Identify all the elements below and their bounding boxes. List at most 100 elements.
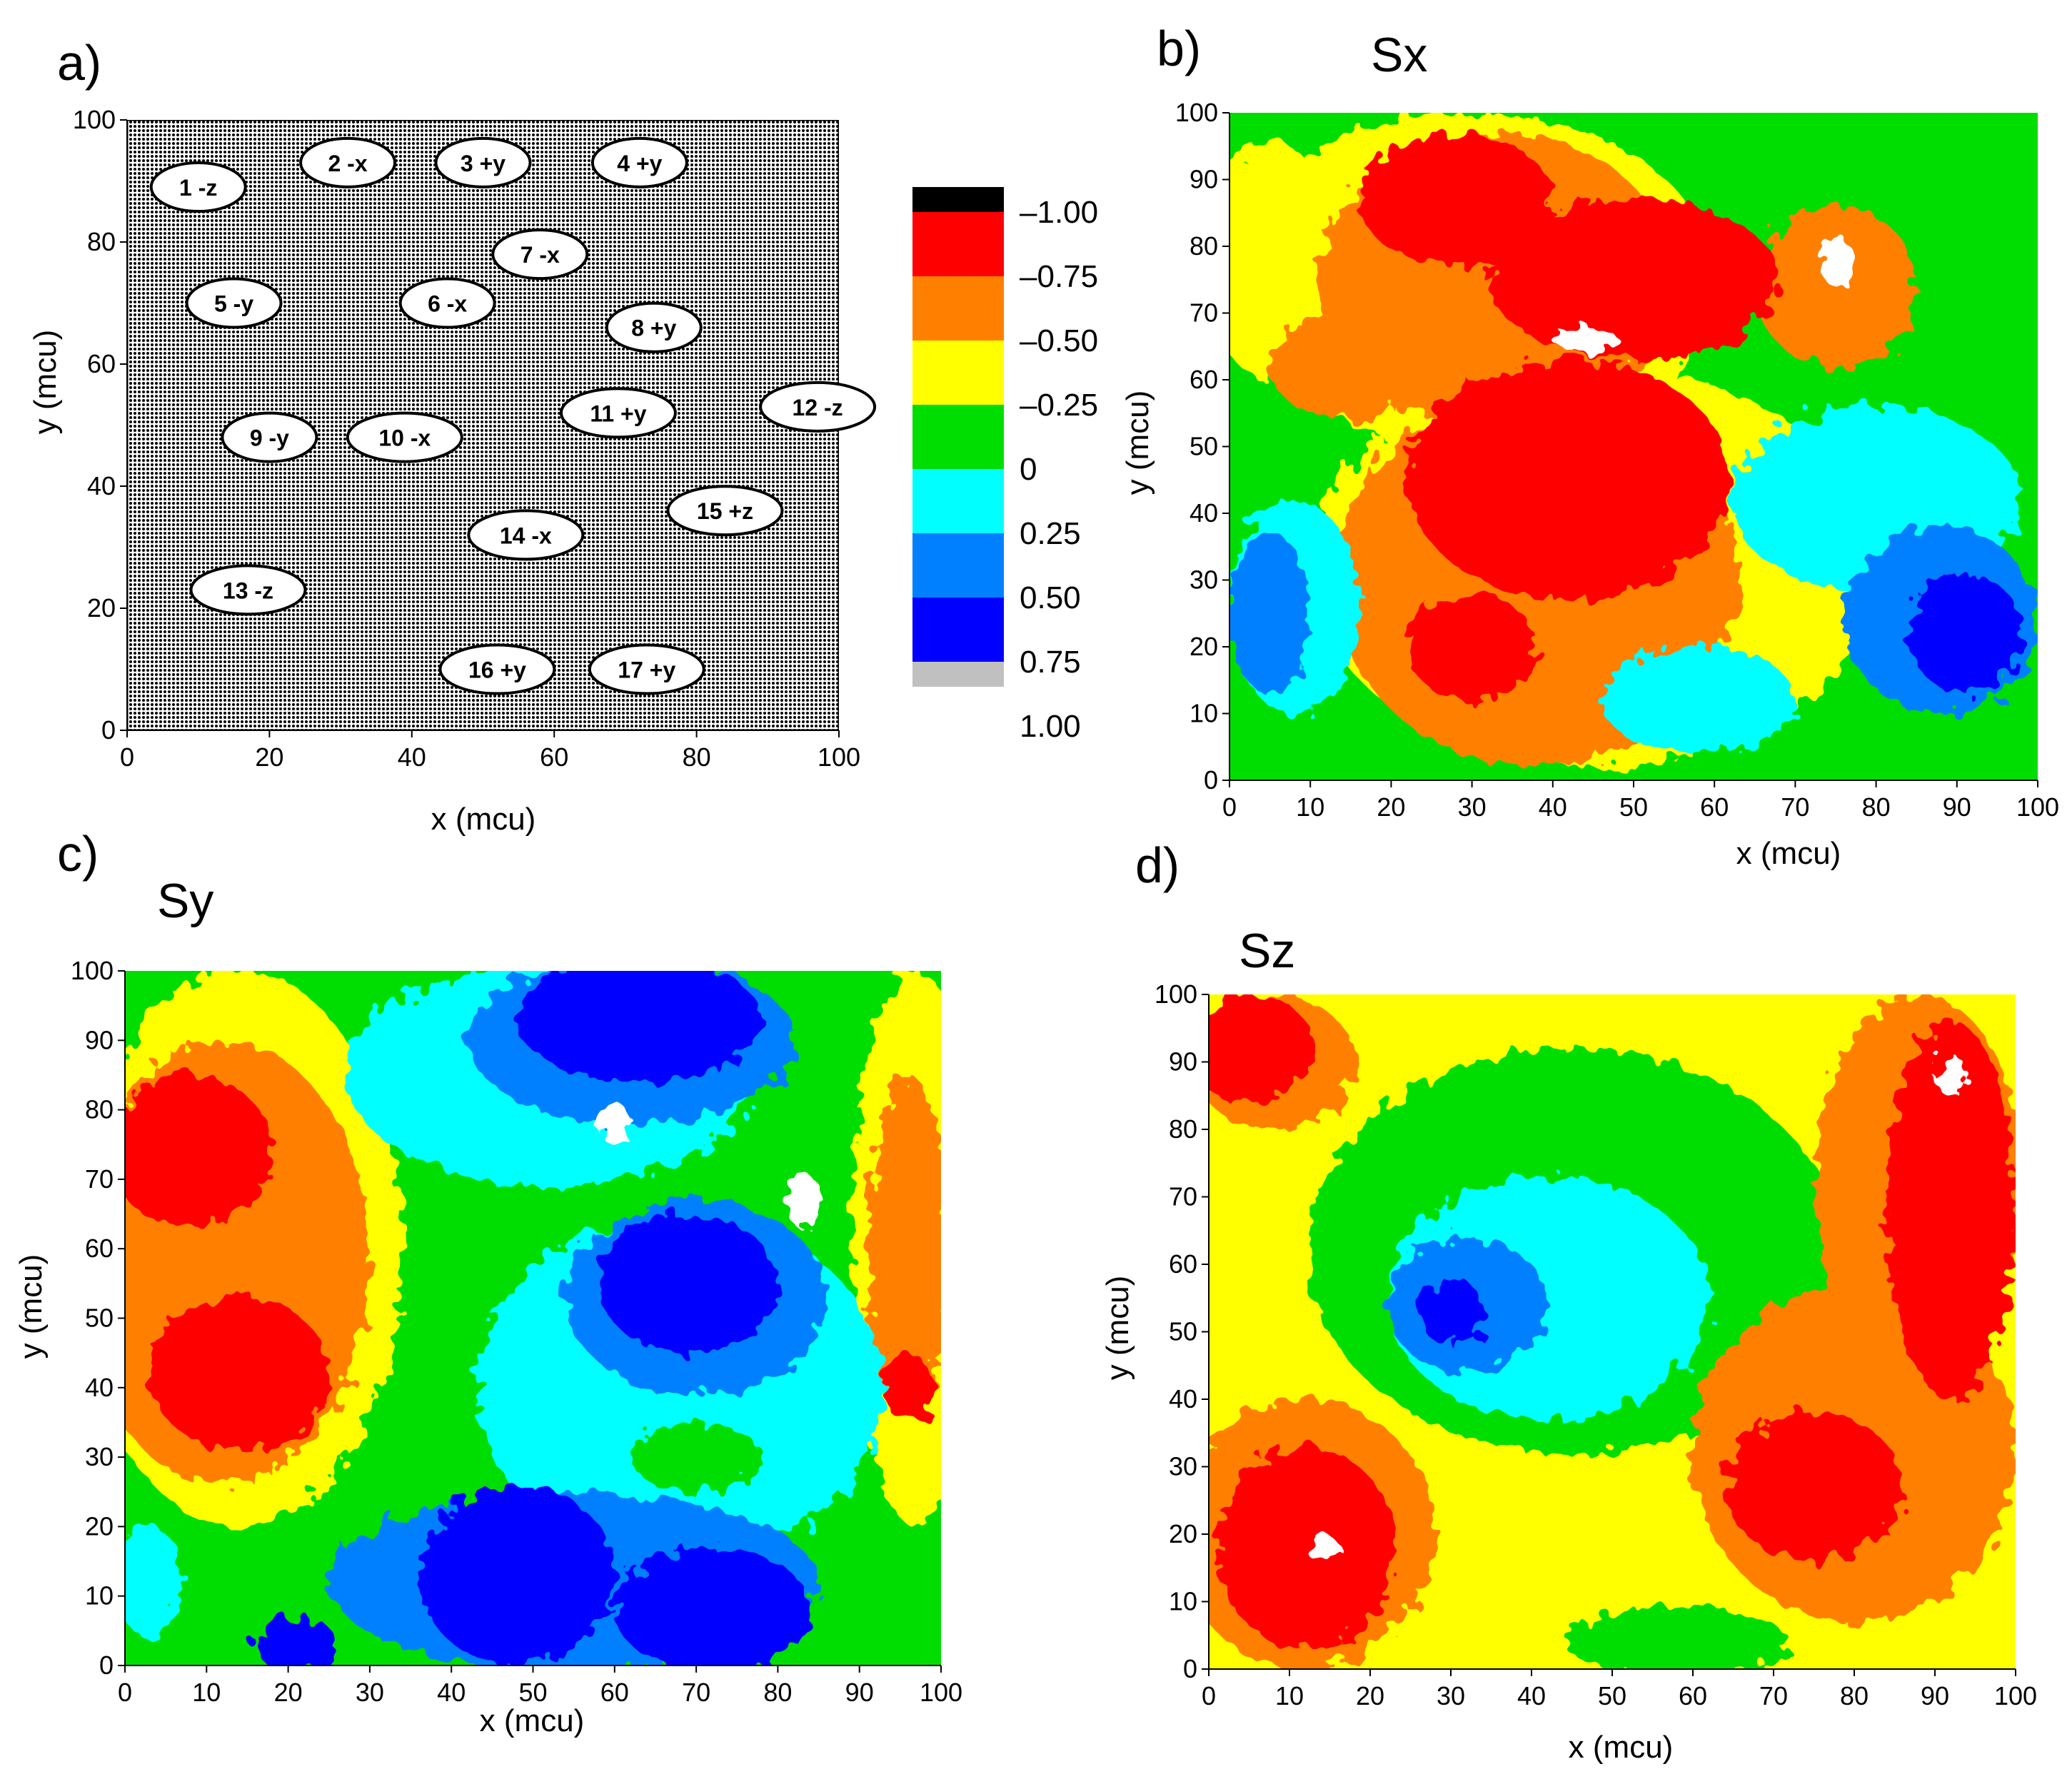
x-tick-label: 60 bbox=[600, 1678, 629, 1707]
heatmap-region-white bbox=[1552, 326, 1618, 353]
grain-label-14: 14 -x bbox=[500, 523, 552, 548]
heatmap-region-blue bbox=[614, 1547, 811, 1665]
heatmap-region-blue bbox=[255, 1616, 338, 1665]
heatmap-region-red bbox=[1209, 994, 1314, 1103]
heatmap-region-white bbox=[1935, 1055, 1968, 1096]
panel-b-regions bbox=[1229, 113, 2038, 767]
x-tick-label: 0 bbox=[1202, 1681, 1216, 1710]
grain-label-16: 16 +y bbox=[468, 657, 526, 683]
grain-label-4: 4 +y bbox=[617, 151, 662, 176]
x-tick-label: 20 bbox=[1377, 792, 1405, 822]
x-tick-label: 30 bbox=[1437, 1681, 1465, 1710]
panel-b-y-axis-label: y (mcu) bbox=[1120, 390, 1155, 495]
panel-d-sz-map: 0 10 20 30 40 50 60 70 80 90 100 0 10 20 30 40 50 60 70 80 9… bbox=[1100, 979, 2037, 1765]
grain-label-2: 2 -x bbox=[328, 151, 367, 176]
grain-label-ellipse-12 bbox=[759, 380, 877, 433]
x-tick-label: 20 bbox=[1356, 1681, 1384, 1710]
grain-label-ellipse-15 bbox=[666, 485, 784, 537]
panel-title-sz: Sz bbox=[1239, 924, 1295, 978]
x-tick-label: 80 bbox=[763, 1678, 792, 1707]
panel-d-ticks: 0 10 20 30 40 50 60 70 80 90 100 0 10 20 30 40 50 60 70 80 9… bbox=[1155, 979, 2037, 1710]
x-tick-label: 50 bbox=[518, 1678, 547, 1707]
grain-label-ellipse-2 bbox=[299, 136, 397, 188]
y-tick-label: 0 bbox=[101, 715, 116, 745]
panel-c-ticks: 0 10 20 30 40 50 60 70 80 90 100 0 10 20 30 40 50 60 70 80 9… bbox=[71, 956, 962, 1707]
y-tick-label: 40 bbox=[1190, 498, 1218, 528]
colorbar-label: –0.50 bbox=[1020, 323, 1098, 358]
grain-label-ellipse-7 bbox=[491, 228, 589, 281]
panel-b-sx-map: 0 10 20 30 40 50 60 70 80 90 100 0 10 20 30 40 50 60 70 80 9… bbox=[1120, 98, 2059, 871]
x-tick-label: 10 bbox=[1296, 792, 1324, 822]
x-tick-label: 50 bbox=[1598, 1681, 1626, 1710]
y-tick-label: 20 bbox=[1169, 1519, 1197, 1548]
heatmap-region-cyan bbox=[125, 1526, 182, 1638]
heatmap-region-red bbox=[125, 1074, 272, 1228]
grain-label-5: 5 -y bbox=[214, 291, 253, 317]
panel-letter-c: c) bbox=[57, 826, 99, 882]
x-tick-label: 90 bbox=[845, 1678, 874, 1707]
grain-label-15: 15 +z bbox=[697, 498, 753, 524]
x-tick-label: 100 bbox=[1994, 1681, 2037, 1710]
y-tick-label: 50 bbox=[85, 1304, 114, 1333]
heatmap-region-white bbox=[785, 1172, 819, 1229]
heatmap-region-red bbox=[149, 1297, 329, 1451]
heatmap-region-cyan bbox=[1601, 647, 1796, 754]
y-tick-label: 80 bbox=[1190, 231, 1218, 261]
x-tick-label: 40 bbox=[437, 1678, 466, 1707]
x-tick-label: 50 bbox=[1619, 792, 1648, 822]
panel-letter-d: d) bbox=[1135, 837, 1180, 893]
heatmap-region-blue bbox=[418, 1485, 615, 1665]
panel-c-sy-map: 0 10 20 30 40 50 60 70 80 90 100 0 10 20 30 40 50 60 70 80 9… bbox=[14, 956, 962, 1738]
y-tick-label: 80 bbox=[85, 1095, 114, 1124]
y-tick-label: 70 bbox=[85, 1164, 114, 1194]
x-tick-label: 0 bbox=[1222, 792, 1237, 822]
grain-label-ellipse-17 bbox=[588, 643, 705, 695]
y-tick-label: 70 bbox=[1169, 1182, 1197, 1211]
colorbar: –1.00 –0.75 –0.50 –0.25 0 0.25 0.50 0.75 1.00 bbox=[912, 187, 1098, 744]
heatmap-region-red bbox=[1886, 1021, 2016, 1399]
x-tick-label: 60 bbox=[1700, 792, 1729, 822]
x-tick-label: 0 bbox=[120, 742, 134, 772]
y-tick-label: 80 bbox=[1169, 1114, 1197, 1144]
y-tick-label: 20 bbox=[85, 1511, 114, 1541]
colorbar-swatch-yellow bbox=[912, 341, 1004, 405]
colorbar-label: 0.50 bbox=[1020, 580, 1081, 615]
panel-letter-b: b) bbox=[1157, 21, 1201, 76]
panel-d-x-axis-label: x (mcu) bbox=[1569, 1730, 1674, 1765]
panel-d-plot-area bbox=[1209, 994, 2016, 1669]
y-tick-label: 50 bbox=[1169, 1317, 1197, 1346]
x-tick-label: 60 bbox=[1679, 1681, 1707, 1710]
grain-label-ellipse-16 bbox=[438, 643, 556, 695]
colorbar-swatch-green bbox=[912, 405, 1004, 469]
y-tick-label: 10 bbox=[1169, 1587, 1197, 1616]
y-tick-label: 20 bbox=[1190, 632, 1218, 661]
grain-label-ellipse-8 bbox=[605, 301, 703, 353]
grain-label-ellipse-3 bbox=[434, 136, 532, 188]
heatmap-region-red bbox=[1407, 593, 1537, 700]
panel-title-sx: Sx bbox=[1371, 28, 1427, 82]
heatmap-region-orange bbox=[1269, 313, 1432, 420]
grain-label-10: 10 -x bbox=[378, 425, 431, 451]
grain-label-ellipse-5 bbox=[185, 277, 283, 329]
y-tick-label: 40 bbox=[1169, 1384, 1197, 1413]
colorbar-swatch-light_blue bbox=[912, 533, 1004, 598]
y-tick-label: 60 bbox=[1190, 365, 1218, 394]
grain-label-ellipse-6 bbox=[398, 277, 496, 329]
y-tick-label: 90 bbox=[1190, 165, 1218, 194]
x-tick-label: 80 bbox=[1862, 792, 1891, 822]
panel-b-plot-area bbox=[1229, 113, 2038, 780]
panel-a-y-axis-label: y (mcu) bbox=[28, 330, 63, 435]
panel-letter-a: a) bbox=[57, 35, 101, 91]
panel-c-plot-area bbox=[125, 971, 941, 1665]
y-tick-label: 30 bbox=[1190, 565, 1218, 595]
y-tick-label: 30 bbox=[85, 1442, 114, 1471]
heatmap-region-green bbox=[1564, 1608, 1790, 1669]
panel-c-y-axis-label: y (mcu) bbox=[14, 1254, 49, 1359]
grain-label-1: 1 -z bbox=[179, 175, 217, 201]
x-tick-label: 10 bbox=[1275, 1681, 1304, 1710]
grain-label-7: 7 -x bbox=[520, 242, 560, 268]
colorbar-label: –0.75 bbox=[1020, 259, 1098, 294]
x-tick-label: 60 bbox=[540, 742, 568, 772]
y-tick-label: 10 bbox=[85, 1581, 114, 1611]
y-tick-label: 0 bbox=[1183, 1654, 1197, 1683]
